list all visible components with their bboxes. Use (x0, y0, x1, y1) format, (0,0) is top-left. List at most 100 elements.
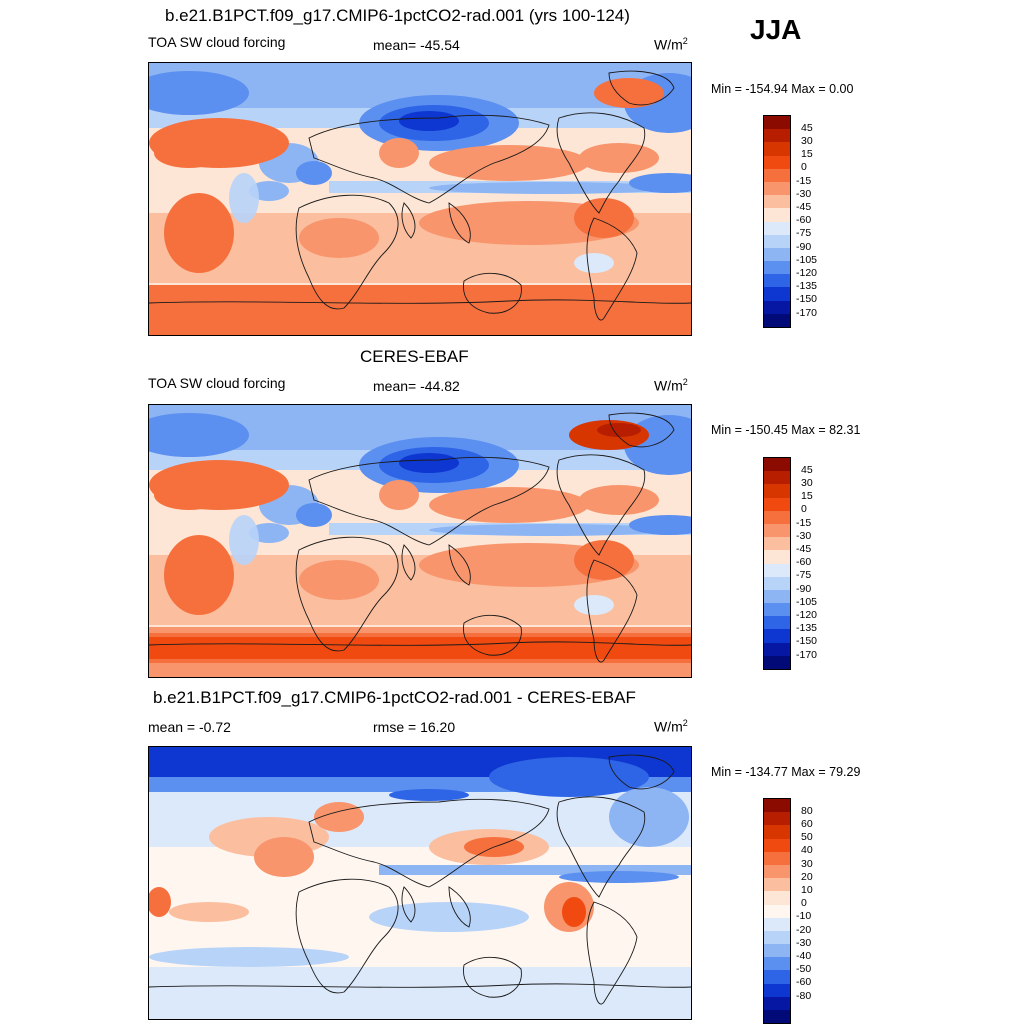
coastline-path (295, 536, 399, 652)
field-region (597, 423, 641, 437)
colorbar-swatch (764, 603, 790, 617)
coastline-path (586, 217, 638, 321)
map-panel-model (148, 62, 692, 336)
colorbar-tick-label: 80 (801, 804, 813, 817)
colorbar-swatch (764, 261, 790, 275)
map-panel-obs (148, 404, 692, 678)
coastline-path (295, 878, 399, 994)
field-region (296, 161, 332, 185)
field-region (562, 897, 586, 927)
colorbar-tick-label: 15 (801, 148, 813, 161)
colorbar-swatch (764, 944, 790, 958)
colorbar-tick-label: -30 (796, 187, 812, 200)
field-band (149, 303, 691, 335)
field-region (154, 480, 224, 510)
panel-mean-obs: mean= -44.82 (373, 378, 460, 394)
colorbar-tick-label: -45 (796, 542, 812, 555)
colorbar-swatch (764, 168, 790, 182)
coastline-path (586, 901, 638, 1005)
colorbar-tick-label: -30 (796, 529, 812, 542)
field-region (574, 198, 634, 238)
field-region (429, 182, 669, 194)
colorbar-tick-label: -40 (796, 949, 812, 962)
field-region (249, 181, 289, 201)
colorbar-tick-label: -90 (796, 582, 812, 595)
coastline-path (448, 202, 471, 244)
coastlines (149, 754, 691, 1005)
colorbar-swatch (764, 274, 790, 288)
colorbar-tick-label: 30 (801, 857, 813, 870)
colorbar-swatch (764, 458, 790, 472)
field-region (169, 902, 249, 922)
coastline-path (448, 544, 471, 586)
season-label: JJA (750, 14, 802, 45)
field-band (149, 637, 691, 659)
colorbar-swatch (764, 116, 790, 130)
field-region (369, 902, 529, 932)
colorbar-swatch (764, 589, 790, 604)
colorbar-tick-label: 0 (801, 897, 807, 910)
colorbar-swatch (764, 142, 790, 156)
colorbar-tick-label: -150 (796, 635, 818, 648)
colorbar-swatch (764, 195, 790, 209)
colorbar-swatch (764, 523, 790, 538)
coastline-path (556, 796, 646, 898)
field-region (399, 453, 459, 473)
colorbar-swatch (764, 851, 790, 865)
colorbar-swatch (764, 563, 790, 577)
colorbar-swatch (764, 181, 790, 196)
colorbar-swatch (764, 1010, 790, 1024)
coastlines (149, 412, 691, 663)
colorbar-tick-label: -105 (796, 595, 818, 608)
field-region (574, 253, 614, 273)
panel-mean-diff: mean = -0.72 (148, 719, 231, 735)
field-region (594, 78, 664, 108)
field-region (299, 218, 379, 258)
colorbar-tick-label: -10 (796, 910, 812, 923)
colorbar-tick-label: -60 (796, 214, 812, 227)
colorbar-swatch (764, 878, 790, 892)
field-region (149, 947, 349, 967)
coastline-path (149, 983, 691, 988)
colorbar-swatch (764, 799, 790, 813)
colorbar-swatch (764, 957, 790, 971)
colorbar-swatch (764, 904, 790, 918)
field-region (164, 535, 234, 615)
colorbar-swatch (764, 576, 790, 590)
field-region (429, 487, 589, 523)
panel-left-label-obs: TOA SW cloud forcing (148, 375, 286, 391)
coastline-path (556, 454, 646, 556)
colorbar-swatch (764, 287, 790, 301)
field-region (579, 485, 659, 515)
colorbar-tick-label: 50 (801, 831, 813, 844)
field-region (149, 887, 171, 917)
colorbar-tick-label: -15 (796, 174, 812, 187)
coastline-path (556, 112, 646, 214)
colorbar-tick-label: 30 (801, 134, 813, 147)
colorbar-tick-label: -120 (796, 608, 818, 621)
panel-left-label-model: TOA SW cloud forcing (148, 34, 286, 50)
colorbar-tick-label: -105 (796, 253, 818, 266)
colorbar-tick-label: 0 (801, 161, 807, 174)
coastline-path (608, 70, 675, 106)
colorbar-swatch (764, 247, 790, 262)
coastline-path (608, 754, 675, 790)
panel-rmse-diff: rmse = 16.20 (373, 719, 456, 735)
colorbar-tick-label: -170 (796, 648, 818, 661)
colorbar-tick-label: -80 (796, 989, 812, 1002)
coastline-path (401, 886, 416, 923)
colorbar-swatch (764, 129, 790, 143)
colorbar-swatch (764, 655, 790, 669)
coastline-path (149, 299, 691, 304)
field-region (379, 480, 419, 510)
colorbar-tick-label: 20 (801, 870, 813, 883)
field-region (299, 560, 379, 600)
colorbar-tick-label: -60 (796, 976, 812, 989)
map-svg-model (149, 63, 691, 335)
colorbar-swatch (764, 155, 790, 169)
field-region (254, 837, 314, 877)
colorbar-tick-label: 0 (801, 503, 807, 516)
field-region (489, 757, 649, 797)
map-svg-diff (149, 747, 691, 1019)
coastline-path (608, 412, 675, 448)
